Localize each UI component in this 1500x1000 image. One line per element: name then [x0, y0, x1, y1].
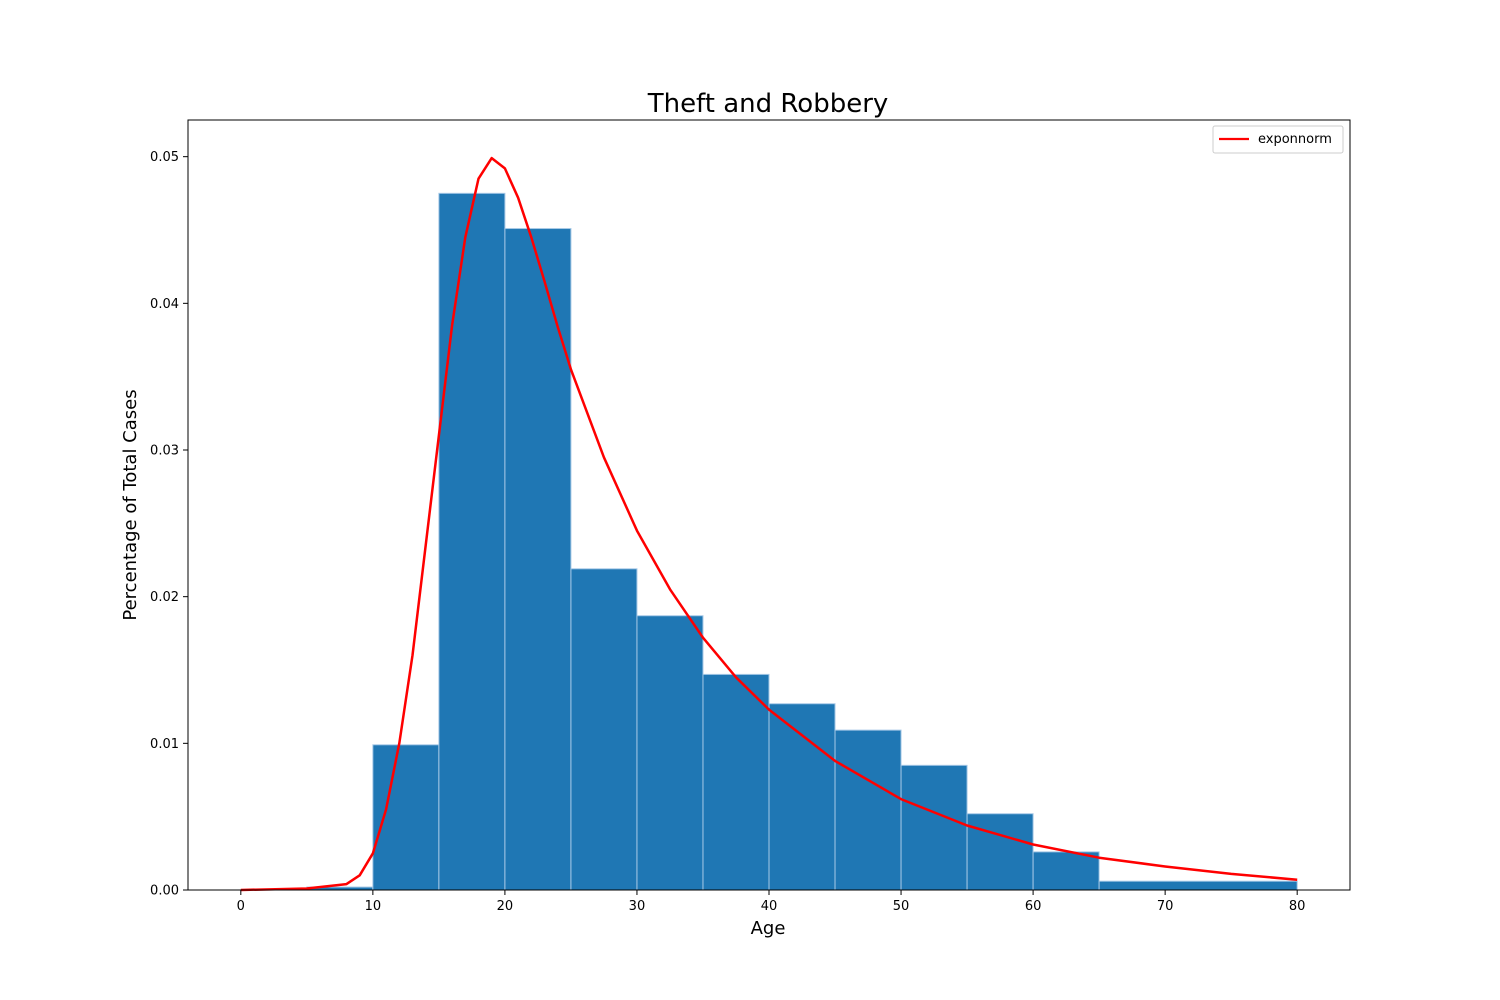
- chart-title: Theft and Robbery: [647, 89, 889, 119]
- y-tick-label-3: 0.03: [150, 444, 179, 459]
- x-tick-label-6: 60: [1025, 899, 1042, 914]
- legend-box: [1212, 125, 1344, 154]
- x-tick-label-2: 20: [497, 899, 514, 914]
- histogram-bar-10: [966, 813, 1034, 891]
- histogram-bar-4: [570, 568, 638, 891]
- x-tick-label-0: 0: [237, 899, 245, 914]
- y-tick-label-2: 0.02: [150, 590, 179, 605]
- histogram-bar-2: [438, 192, 506, 891]
- x-tick-label-3: 30: [629, 899, 646, 914]
- histogram-bar-3: [504, 228, 572, 891]
- fit-curve-layer: [240, 156, 1298, 892]
- histogram-bar-7: [768, 703, 836, 891]
- histogram-bar-5: [636, 615, 704, 891]
- x-tick-label-5: 50: [893, 899, 910, 914]
- y-tick-label-5: 0.05: [150, 150, 179, 165]
- histogram-bar-9: [900, 764, 968, 891]
- y-tick-label-1: 0.01: [150, 737, 179, 752]
- y-tick-label-4: 0.04: [150, 297, 179, 312]
- histogram-bar-11: [1032, 851, 1100, 891]
- legend-label-exponnorm: exponnorm: [1258, 132, 1332, 147]
- x-axis-label: Age: [751, 918, 786, 939]
- legend: exponnorm: [1212, 125, 1344, 154]
- histogram-bar-6: [702, 673, 770, 891]
- x-tick-label-4: 40: [761, 899, 778, 914]
- x-tick-label-8: 80: [1289, 899, 1306, 914]
- histogram-bars: [306, 192, 1298, 891]
- y-tick-label-0: 0.00: [150, 884, 179, 899]
- y-axis-label: Percentage of Total Cases: [120, 389, 141, 620]
- x-tick-label-7: 70: [1157, 899, 1174, 914]
- histogram-bar-12: [1098, 880, 1298, 891]
- y-axis-ticks: 0.00 0.01 0.02 0.03 0.04 0.05: [150, 150, 188, 899]
- x-axis-ticks: 0 10 20 30 40 50 60 70 80: [237, 890, 1306, 914]
- exponnorm-curve: [240, 156, 1298, 892]
- x-tick-label-1: 10: [365, 899, 382, 914]
- histogram-bar-8: [834, 729, 902, 891]
